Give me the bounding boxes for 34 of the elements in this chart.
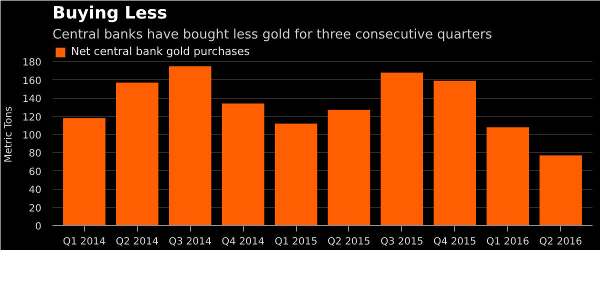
chart-title: Buying Less xyxy=(52,4,168,24)
bar xyxy=(168,66,212,226)
x-tick-label: Q2 2014 xyxy=(116,236,159,248)
bar xyxy=(486,127,529,226)
x-tick-label: Q1 2015 xyxy=(274,236,318,248)
legend-label: Net central bank gold purchases xyxy=(71,45,250,58)
x-tick-label: Q3 2015 xyxy=(380,236,424,248)
x-tick-label: Q3 2014 xyxy=(168,236,212,248)
x-tick-label: Q2 2015 xyxy=(328,236,370,248)
y-axis-title: Metric Tons xyxy=(3,106,14,163)
y-tick-label: 180 xyxy=(22,58,42,69)
bar xyxy=(63,118,106,226)
y-tick-label: 20 xyxy=(28,203,42,214)
x-tick-label: Q2 2016 xyxy=(539,236,582,248)
y-tick-label: 100 xyxy=(22,130,42,142)
y-tick-label: 0 xyxy=(35,222,42,232)
x-tick-label: Q4 2015 xyxy=(433,236,476,248)
y-tick-label: 160 xyxy=(22,76,42,87)
y-tick-label: 60 xyxy=(28,166,42,178)
bar xyxy=(274,124,318,226)
x-tick-label: Q1 2016 xyxy=(486,236,530,248)
bar xyxy=(380,72,424,226)
bar xyxy=(328,110,370,226)
y-tick-label: 40 xyxy=(28,185,42,196)
bar xyxy=(540,155,582,226)
x-tick-label: Q1 2014 xyxy=(62,236,106,248)
bar xyxy=(434,80,476,226)
bar xyxy=(116,82,158,226)
x-tick-label: Q4 2014 xyxy=(222,236,265,248)
bar xyxy=(222,104,264,226)
y-tick-label: 140 xyxy=(22,94,42,106)
y-tick-label: 120 xyxy=(22,112,42,124)
chart-subtitle: Central banks have bought less gold for three consecutive quarters xyxy=(52,28,492,42)
y-tick-label: 80 xyxy=(28,148,42,160)
